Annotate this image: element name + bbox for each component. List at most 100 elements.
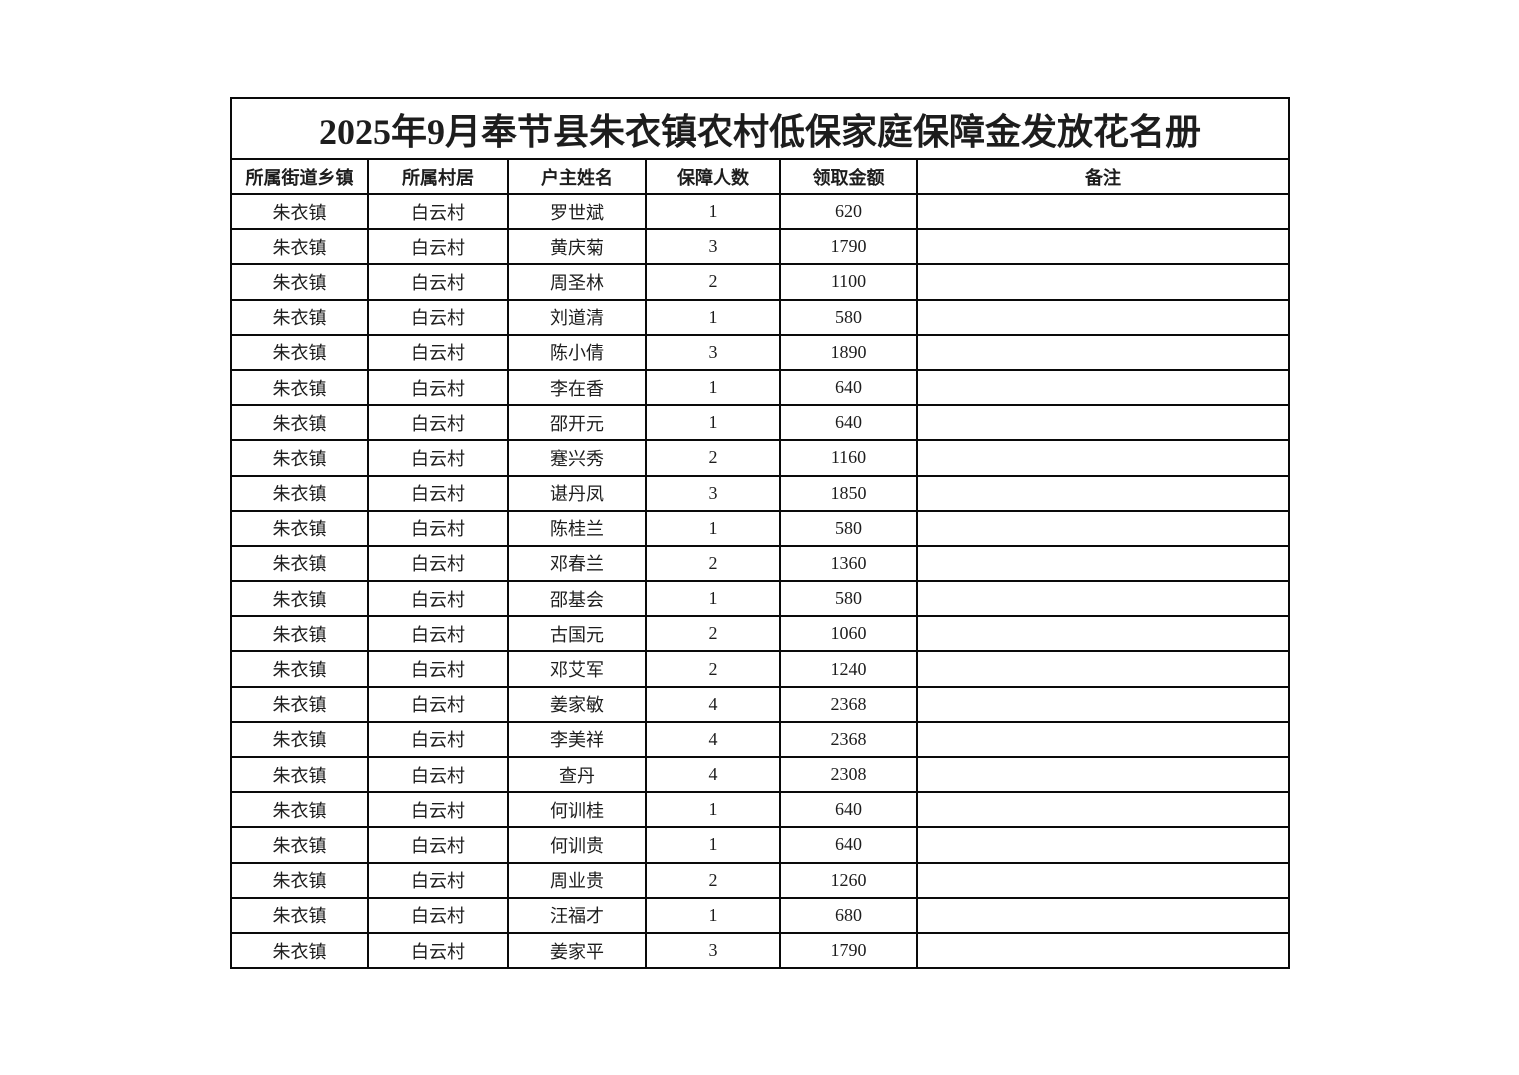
- cell-town: 朱衣镇: [230, 896, 369, 934]
- column-header-amount: 领取金额: [779, 158, 918, 195]
- cell-count: 1: [645, 826, 781, 864]
- cell-village: 白云村: [367, 755, 509, 794]
- cell-name: 汪福才: [507, 896, 647, 934]
- cell-amount: 680: [779, 896, 918, 934]
- cell-town: 朱衣镇: [230, 861, 369, 899]
- cell-remark: [915, 580, 1291, 618]
- cell-count: 2: [645, 650, 781, 688]
- cell-count: 2: [645, 615, 781, 653]
- cell-village: 白云村: [367, 368, 509, 407]
- table-row: 朱衣镇 白云村 刘道清 1 580: [230, 298, 1291, 336]
- cell-count: 4: [645, 685, 781, 723]
- column-header-count: 保障人数: [645, 158, 781, 195]
- cell-remark: [915, 544, 1291, 583]
- cell-name: 陈桂兰: [507, 509, 647, 547]
- cell-count: 4: [645, 755, 781, 794]
- cell-remark: [915, 333, 1291, 371]
- cell-remark: [915, 263, 1291, 301]
- table-row: 朱衣镇 白云村 蹇兴秀 2 1160: [230, 439, 1291, 477]
- cell-town: 朱衣镇: [230, 650, 369, 688]
- cell-remark: [915, 298, 1291, 336]
- table-row: 朱衣镇 白云村 邓艾军 2 1240: [230, 650, 1291, 688]
- cell-town: 朱衣镇: [230, 509, 369, 547]
- cell-town: 朱衣镇: [230, 720, 369, 759]
- cell-amount: 640: [779, 791, 918, 829]
- table-row: 朱衣镇 白云村 李在香 1 640: [230, 368, 1291, 407]
- cell-amount: 1060: [779, 615, 918, 653]
- cell-town: 朱衣镇: [230, 298, 369, 336]
- cell-town: 朱衣镇: [230, 580, 369, 618]
- cell-amount: 1100: [779, 263, 918, 301]
- cell-village: 白云村: [367, 931, 509, 970]
- cell-name: 姜家平: [507, 931, 647, 970]
- cell-name: 古国元: [507, 615, 647, 653]
- cell-count: 2: [645, 544, 781, 583]
- cell-amount: 580: [779, 509, 918, 547]
- roster-table: 2025年9月奉节县朱衣镇农村低保家庭保障金发放花名册 所属街道乡镇 所属村居 户主…: [229, 97, 1291, 970]
- cell-amount: 640: [779, 368, 918, 407]
- cell-count: 1: [645, 368, 781, 407]
- cell-amount: 1260: [779, 861, 918, 899]
- table-row: 朱衣镇 白云村 古国元 2 1060: [230, 615, 1291, 653]
- cell-name: 李美祥: [507, 720, 647, 759]
- cell-name: 邵开元: [507, 404, 647, 442]
- title-row: 2025年9月奉节县朱衣镇农村低保家庭保障金发放花名册: [229, 97, 1291, 160]
- cell-village: 白云村: [367, 474, 509, 512]
- column-header-name: 户主姓名: [507, 158, 647, 195]
- table-row: 朱衣镇 白云村 汪福才 1 680: [230, 896, 1291, 934]
- column-header-town: 所属街道乡镇: [230, 158, 369, 195]
- cell-village: 白云村: [367, 861, 509, 899]
- column-header-village: 所属村居: [367, 158, 509, 195]
- cell-name: 周圣林: [507, 263, 647, 301]
- cell-count: 3: [645, 333, 781, 371]
- cell-village: 白云村: [367, 509, 509, 547]
- cell-amount: 640: [779, 404, 918, 442]
- cell-remark: [915, 755, 1291, 794]
- cell-name: 何训桂: [507, 791, 647, 829]
- cell-remark: [915, 509, 1291, 547]
- cell-town: 朱衣镇: [230, 685, 369, 723]
- cell-town: 朱衣镇: [230, 368, 369, 407]
- cell-village: 白云村: [367, 720, 509, 759]
- cell-village: 白云村: [367, 791, 509, 829]
- cell-name: 陈小倩: [507, 333, 647, 371]
- cell-village: 白云村: [367, 298, 509, 336]
- cell-amount: 1240: [779, 650, 918, 688]
- cell-name: 李在香: [507, 368, 647, 407]
- cell-remark: [915, 474, 1291, 512]
- cell-town: 朱衣镇: [230, 615, 369, 653]
- cell-count: 2: [645, 439, 781, 477]
- cell-count: 3: [645, 931, 781, 970]
- cell-name: 谌丹凤: [507, 474, 647, 512]
- cell-count: 1: [645, 298, 781, 336]
- cell-name: 何训贵: [507, 826, 647, 864]
- cell-town: 朱衣镇: [230, 192, 369, 231]
- table-row: 朱衣镇 白云村 陈桂兰 1 580: [230, 509, 1291, 547]
- cell-remark: [915, 896, 1291, 934]
- cell-village: 白云村: [367, 615, 509, 653]
- cell-town: 朱衣镇: [230, 404, 369, 442]
- cell-town: 朱衣镇: [230, 474, 369, 512]
- cell-remark: [915, 368, 1291, 407]
- cell-village: 白云村: [367, 580, 509, 618]
- column-header-remark: 备注: [915, 158, 1291, 195]
- cell-amount: 1850: [779, 474, 918, 512]
- cell-count: 1: [645, 509, 781, 547]
- cell-remark: [915, 615, 1291, 653]
- table-row: 朱衣镇 白云村 邵基会 1 580: [230, 580, 1291, 618]
- table-row: 朱衣镇 白云村 何训桂 1 640: [230, 791, 1291, 829]
- table-row: 朱衣镇 白云村 李美祥 4 2368: [230, 720, 1291, 759]
- cell-town: 朱衣镇: [230, 439, 369, 477]
- cell-town: 朱衣镇: [230, 263, 369, 301]
- cell-count: 1: [645, 404, 781, 442]
- cell-village: 白云村: [367, 404, 509, 442]
- cell-village: 白云村: [367, 544, 509, 583]
- table-row: 朱衣镇 白云村 查丹 4 2308: [230, 755, 1291, 794]
- cell-name: 邵基会: [507, 580, 647, 618]
- cell-name: 姜家敏: [507, 685, 647, 723]
- cell-amount: 580: [779, 298, 918, 336]
- cell-remark: [915, 439, 1291, 477]
- cell-amount: 1790: [779, 228, 918, 266]
- cell-village: 白云村: [367, 439, 509, 477]
